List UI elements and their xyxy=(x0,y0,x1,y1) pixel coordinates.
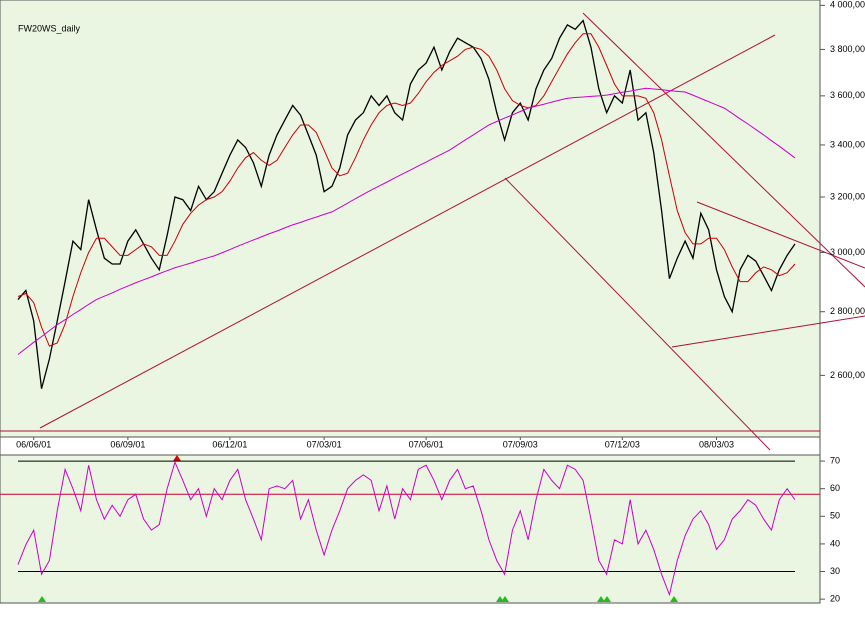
series-line xyxy=(17,460,796,597)
buy-signal xyxy=(670,596,678,602)
y-tick-label: 2 600,00 xyxy=(830,370,865,380)
x-tick-label: 06/06/01 xyxy=(16,439,51,449)
series-line xyxy=(17,19,796,389)
y-tick-label: 3 800,00 xyxy=(830,44,865,54)
price-panel xyxy=(0,0,821,438)
trendlines xyxy=(0,12,865,451)
buy-signal xyxy=(603,596,611,602)
buy-signal xyxy=(501,596,509,602)
x-tick-label: 06/09/01 xyxy=(110,439,145,449)
x-tick-label: 07/03/01 xyxy=(307,439,342,449)
y-tick-label: 40 xyxy=(830,538,840,548)
trendline xyxy=(582,12,865,288)
y-tick-label: 60 xyxy=(830,483,840,493)
chart-title: FW20WS_daily xyxy=(18,23,81,33)
y-tick-label: 3 000,00 xyxy=(830,247,865,257)
series-line xyxy=(17,33,796,347)
signal-arrows xyxy=(38,455,678,602)
y-tick-label: 4 000,00 xyxy=(830,0,865,10)
x-tick-label: 07/12/03 xyxy=(605,439,640,449)
rsi-panel xyxy=(0,454,821,604)
x-tick-label: 07/09/03 xyxy=(503,439,538,449)
y-tick-label: 50 xyxy=(830,511,840,521)
y-tick-label: 2 800,00 xyxy=(830,306,865,316)
buy-signal xyxy=(38,596,46,602)
y-tick-label: 70 xyxy=(830,455,840,465)
trendline xyxy=(671,315,865,348)
x-tick-label: 08/03/03 xyxy=(699,439,734,449)
trendline xyxy=(39,34,776,429)
trendline xyxy=(696,201,865,269)
y-tick-label: 3 400,00 xyxy=(830,139,865,149)
buy-signal xyxy=(597,596,605,602)
y-tick-label: 20 xyxy=(830,594,840,604)
sell-signal xyxy=(173,455,181,461)
x-tick-label: 06/12/01 xyxy=(212,439,247,449)
trendline xyxy=(504,177,771,451)
series-line xyxy=(17,87,796,355)
x-tick-label: 07/06/01 xyxy=(409,439,444,449)
y-tick-label: 30 xyxy=(830,566,840,576)
y-tick-label: 3 200,00 xyxy=(830,191,865,201)
y-tick-label: 3 600,00 xyxy=(830,90,865,100)
